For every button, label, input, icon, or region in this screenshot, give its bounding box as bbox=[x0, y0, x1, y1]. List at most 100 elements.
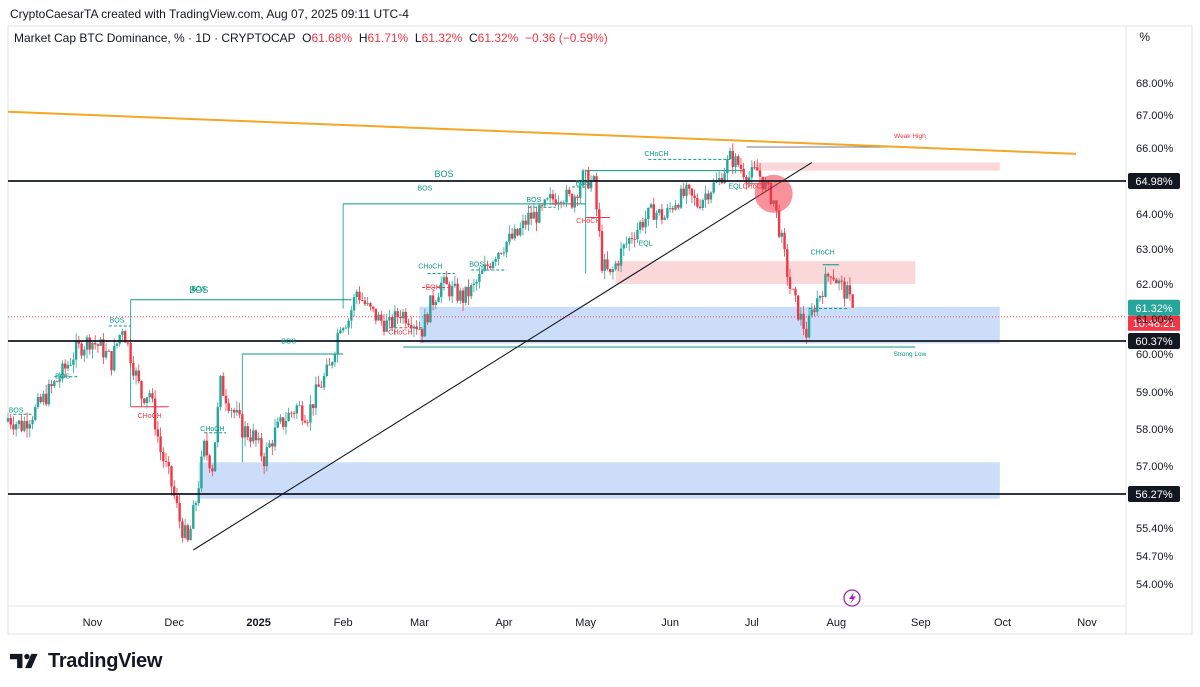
candle-body bbox=[53, 381, 56, 387]
candle-body bbox=[412, 326, 416, 329]
candle-body bbox=[777, 210, 781, 237]
candle-body bbox=[753, 167, 756, 169]
candle-body bbox=[241, 414, 244, 438]
candle-body bbox=[499, 252, 503, 254]
candle-body bbox=[516, 228, 519, 236]
candle-body bbox=[546, 198, 549, 200]
candle-body bbox=[519, 227, 522, 236]
time-axis[interactable]: Nov Dec 2025 Feb Mar Apr May Jun Jul Aug Sep Oct Nov bbox=[83, 617, 1098, 629]
candle-body bbox=[494, 258, 497, 262]
time-tick-label: Jun bbox=[661, 617, 679, 629]
demand-zone bbox=[419, 306, 1000, 344]
candle-body bbox=[243, 426, 247, 438]
candle-body bbox=[314, 384, 318, 409]
price-tick-label: 54.00% bbox=[1136, 579, 1174, 591]
candle-body bbox=[309, 404, 312, 423]
percent-scale-button[interactable]: % bbox=[1139, 30, 1150, 44]
candle-body bbox=[617, 263, 620, 266]
price-tick-label: 59.00% bbox=[1136, 387, 1174, 399]
candle-body bbox=[497, 252, 500, 259]
candle-body bbox=[570, 193, 574, 208]
candle-body bbox=[717, 178, 721, 181]
footer-branding: TradingView bbox=[10, 649, 162, 673]
candle-body bbox=[747, 177, 751, 183]
candle-body bbox=[14, 424, 18, 430]
candle-body bbox=[331, 362, 334, 366]
candle-body bbox=[437, 297, 440, 302]
candle-body bbox=[298, 405, 301, 407]
time-tick-label: Sep bbox=[911, 617, 931, 629]
candle-body bbox=[153, 398, 157, 430]
candle-body bbox=[66, 364, 70, 369]
bos-label: BOS bbox=[434, 169, 453, 179]
candle-body bbox=[369, 303, 372, 307]
candle-body bbox=[649, 204, 653, 208]
candle-body bbox=[355, 291, 358, 298]
price-axis[interactable]: 68.00% 67.00% 66.00% 64.00% 63.00% 62.00% 61.0… bbox=[1136, 78, 1174, 591]
chart-frame bbox=[7, 25, 1193, 635]
lightning-icon[interactable] bbox=[843, 589, 861, 607]
candle-body bbox=[254, 430, 258, 441]
candle-body bbox=[317, 384, 320, 387]
candle-body bbox=[230, 409, 233, 411]
candle-body bbox=[159, 436, 162, 453]
candle-body bbox=[824, 273, 827, 297]
candle-body bbox=[167, 462, 170, 467]
candle-body bbox=[788, 277, 792, 289]
price-tick-label: 66.00% bbox=[1136, 143, 1174, 155]
bos-label: BOS bbox=[189, 285, 208, 295]
demand-zone bbox=[198, 462, 1000, 499]
candle-body bbox=[489, 266, 492, 269]
candle-body bbox=[551, 194, 555, 200]
time-tick-label: Nov bbox=[83, 617, 103, 629]
candle-body bbox=[527, 212, 530, 225]
candle-body bbox=[151, 393, 154, 399]
candle-body bbox=[325, 364, 328, 376]
candle-body bbox=[835, 279, 838, 284]
candle-body bbox=[252, 430, 255, 442]
candle-body bbox=[685, 184, 688, 196]
candle-body bbox=[113, 345, 116, 371]
candle-body bbox=[140, 381, 143, 399]
candle-body bbox=[246, 426, 249, 438]
structure-label: BOS bbox=[576, 180, 591, 187]
candle-body bbox=[93, 342, 97, 345]
structure-label: CHoCH bbox=[418, 263, 442, 270]
candle-body bbox=[350, 310, 353, 321]
trendlines-layer bbox=[7, 110, 1077, 551]
candle-body bbox=[453, 283, 457, 287]
candle-body bbox=[170, 466, 173, 487]
structure-label: BOS bbox=[469, 262, 484, 269]
candle-body bbox=[418, 328, 421, 330]
candle-body bbox=[268, 443, 271, 448]
candle-body bbox=[115, 343, 119, 346]
candle-body bbox=[581, 170, 585, 186]
candle-body bbox=[826, 273, 830, 277]
candle-body bbox=[559, 202, 563, 204]
candle-body bbox=[630, 238, 634, 239]
structure-label: BOS bbox=[9, 407, 24, 414]
structure-label: CHoCH bbox=[811, 249, 835, 256]
candle-body bbox=[440, 282, 443, 298]
candle-body bbox=[742, 168, 745, 178]
candle-body bbox=[704, 193, 707, 200]
candle-body bbox=[271, 443, 274, 447]
structure-label: EQL bbox=[639, 241, 653, 248]
candle-body bbox=[295, 405, 299, 414]
candle-body bbox=[510, 233, 514, 239]
support-trendline bbox=[192, 162, 813, 551]
candle-body bbox=[693, 195, 696, 199]
structure-label: BOS bbox=[110, 317, 125, 324]
candle-body bbox=[382, 320, 386, 332]
tradingview-logo-icon bbox=[10, 653, 38, 669]
candle-body bbox=[598, 209, 601, 232]
time-tick-label: Oct bbox=[994, 617, 1011, 629]
candle-body bbox=[88, 337, 91, 350]
candle-body bbox=[660, 209, 664, 220]
candle-body bbox=[524, 220, 527, 225]
candle-body bbox=[164, 461, 168, 463]
symbol-legend[interactable]: Market Cap BTC Dominance, % · 1D · CRYPT… bbox=[14, 31, 608, 45]
candle-body bbox=[573, 196, 576, 208]
candle-body bbox=[213, 442, 217, 472]
